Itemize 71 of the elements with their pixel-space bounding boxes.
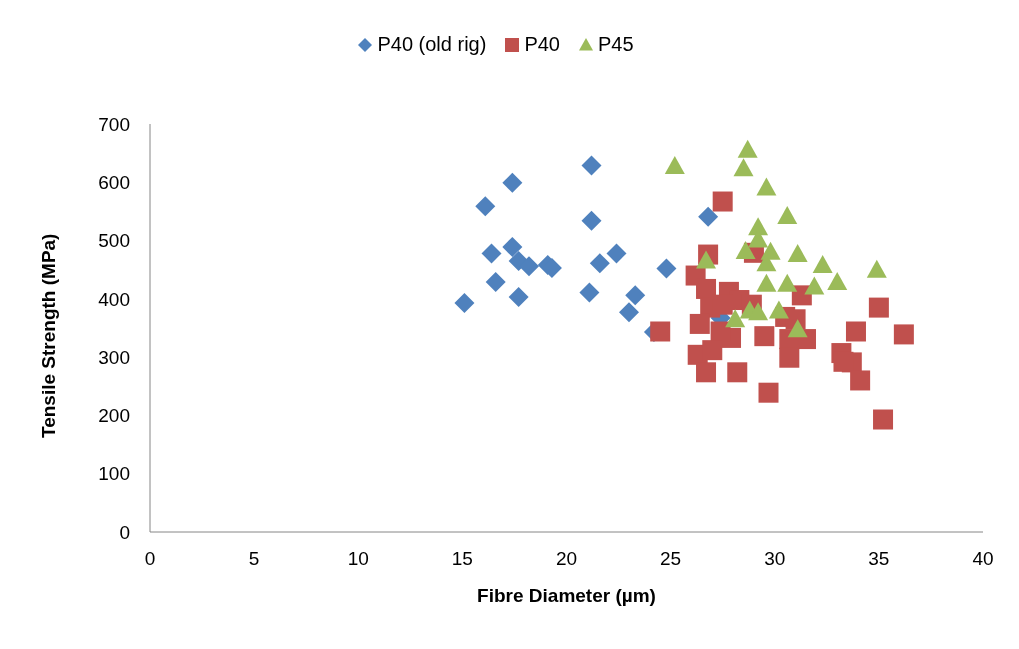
point <box>650 321 671 342</box>
point <box>727 362 748 383</box>
x-tick-label: 35 <box>868 548 890 570</box>
point <box>589 253 610 274</box>
point <box>777 273 798 292</box>
x-tick-label: 40 <box>972 548 994 570</box>
x-tick-label: 25 <box>660 548 682 570</box>
x-tick-label: 10 <box>347 548 369 570</box>
y-tick-label: 500 <box>98 230 130 252</box>
point <box>748 302 769 321</box>
x-tick-label: 20 <box>555 548 578 570</box>
y-tick-label: 400 <box>98 288 130 310</box>
legend-label: P40 <box>524 33 560 56</box>
point <box>756 273 777 292</box>
x-tick-label: 15 <box>451 548 473 570</box>
point <box>485 271 506 292</box>
point <box>689 313 710 334</box>
point <box>618 302 639 323</box>
y-axis-title: Tensile Strength (MPa) <box>37 233 59 438</box>
point <box>893 324 914 345</box>
point <box>787 319 808 338</box>
point <box>873 409 894 430</box>
point <box>804 276 825 295</box>
point <box>787 243 808 262</box>
point <box>845 321 866 342</box>
point <box>758 382 779 403</box>
legend-label: P40 (old rig) <box>377 33 487 56</box>
point <box>696 278 717 299</box>
point <box>733 158 754 177</box>
point <box>656 258 677 279</box>
point <box>475 196 496 217</box>
y-tick-label: 300 <box>98 346 130 368</box>
point <box>502 236 523 257</box>
point <box>866 259 887 278</box>
legend-label: P45 <box>597 33 634 56</box>
point <box>779 347 800 368</box>
point <box>735 241 756 260</box>
point <box>737 139 758 158</box>
point <box>664 155 685 174</box>
point <box>581 155 602 176</box>
y-tick-label: 600 <box>98 172 130 194</box>
point <box>581 210 602 231</box>
point <box>712 191 733 212</box>
point <box>812 255 833 274</box>
point <box>777 206 798 225</box>
point <box>481 243 502 264</box>
y-tick-label: 200 <box>98 405 130 427</box>
point <box>625 285 646 306</box>
y-tick-label: 0 <box>119 521 130 543</box>
x-tick-label: 5 <box>248 548 260 570</box>
point <box>725 309 746 328</box>
point <box>502 172 523 193</box>
point <box>606 243 627 264</box>
y-tick-label: 100 <box>98 463 130 485</box>
point <box>754 326 775 347</box>
point <box>756 177 777 196</box>
y-tick-label: 700 <box>98 113 130 135</box>
point <box>579 282 600 303</box>
point <box>519 256 540 277</box>
x-tick-label: 30 <box>764 548 786 570</box>
point <box>827 271 848 290</box>
point <box>768 300 789 319</box>
point <box>850 370 871 391</box>
point <box>508 287 529 308</box>
point <box>696 362 717 383</box>
point <box>698 206 719 227</box>
point <box>868 297 889 318</box>
point <box>454 292 475 313</box>
x-tick-label: 0 <box>144 548 156 570</box>
x-axis-title: Fibre Diameter (µm) <box>477 585 656 606</box>
point <box>696 250 717 269</box>
